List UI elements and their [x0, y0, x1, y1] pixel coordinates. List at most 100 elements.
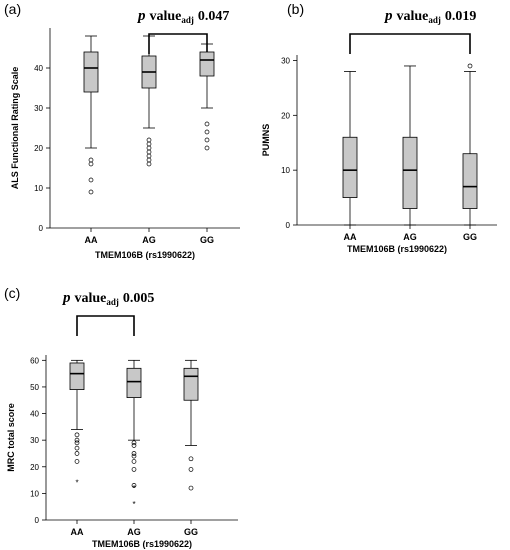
panel-a: (a) p valueadj 0.047 0 10 20 30 40 ALS Functional… [0, 0, 255, 275]
outlier-point [131, 483, 137, 488]
category-label: GG [463, 232, 477, 242]
y-tick-label: 10 [30, 489, 39, 498]
outlier-point [131, 459, 137, 464]
p-value-number: 0.005 [123, 291, 155, 306]
outlier-point [131, 440, 137, 446]
p-value-number: 0.019 [445, 9, 477, 24]
box-gg [462, 63, 478, 226]
significance-bracket [349, 33, 471, 54]
outlier-point [204, 137, 210, 143]
p-symbol: p [136, 8, 146, 24]
adj-subscript: adj [106, 297, 119, 307]
outlier-point [74, 432, 80, 438]
category-label: AG [403, 232, 417, 242]
outlier-point [131, 453, 137, 459]
panel-label: (c) [4, 285, 20, 301]
outlier-point [188, 485, 194, 491]
outlier-point [131, 443, 137, 448]
chart-a-svg: (a) p valueadj 0.047 0 10 20 30 40 ALS Functional… [4, 1, 240, 260]
category-label: GG [200, 235, 214, 245]
outlier-point [146, 153, 152, 159]
y-tick-label: 20 [281, 111, 290, 120]
outlier-point [88, 161, 94, 167]
box-ag [402, 65, 418, 226]
outlier-point [467, 63, 473, 69]
box-aa [342, 71, 358, 226]
iqr-box [462, 153, 478, 209]
panel-label: (b) [287, 1, 304, 17]
y-tick-label: 60 [30, 356, 39, 365]
y-tick-label: 20 [30, 463, 39, 472]
y-tick-label: 30 [281, 56, 290, 65]
chart-b-svg: (b) p valueadj 0.019 0 10 20 30 PUMNS TMEM106B (r… [261, 1, 497, 254]
y-tick-label: 50 [30, 383, 39, 392]
y-tick-label: 10 [281, 166, 290, 175]
outlier-point [146, 157, 152, 163]
extreme-point: * [132, 500, 135, 509]
outlier-point [131, 467, 137, 472]
y-tick-label: 30 [30, 436, 39, 445]
x-axis-label: TMEM106B (rs1990622) [347, 244, 447, 254]
y-tick-label: 20 [34, 144, 43, 153]
iqr-box [199, 51, 215, 77]
p-value-annotation: p valueadj 0.005 [61, 290, 154, 307]
outlier-point [188, 456, 194, 462]
iqr-box [126, 367, 142, 398]
x-axis-label: TMEM106B (rs1990622) [95, 250, 195, 260]
outlier-point [188, 467, 194, 472]
p-symbol: p [61, 290, 71, 306]
p-value-annotation: p valueadj 0.019 [383, 8, 476, 25]
value-word: value [397, 9, 429, 24]
y-tick-label: 40 [34, 64, 43, 73]
y-axis-label: PUMNS [261, 124, 271, 157]
outlier-point [146, 149, 152, 155]
y-axis-label: MRC total score [6, 403, 16, 472]
iqr-box [342, 136, 358, 198]
outlier-point [74, 440, 80, 446]
chart-c-svg: (c) p valueadj 0.005 0 10 20 30 40 50 60 MRC total … [4, 285, 238, 549]
p-symbol: p [383, 8, 393, 24]
significance-bracket [148, 33, 208, 54]
outlier-point [146, 137, 152, 143]
iqr-box [83, 51, 99, 93]
panel-c: (c) p valueadj 0.005 0 10 20 30 40 50 60 MRC total … [0, 275, 255, 550]
outlier-point [74, 459, 80, 464]
outlier-point [88, 177, 94, 183]
outlier-point [146, 145, 152, 151]
category-label: AG [127, 527, 141, 537]
y-tick-label: 40 [30, 410, 39, 419]
box-ag: ** [126, 359, 142, 509]
outlier-point [146, 141, 152, 147]
y-tick-label: 0 [39, 224, 44, 233]
p-value-number: 0.047 [198, 9, 230, 24]
box-aa [83, 35, 99, 195]
outlier-point [146, 161, 152, 167]
y-tick-label: 30 [34, 104, 43, 113]
iqr-box [69, 362, 85, 390]
outlier-point [74, 445, 80, 451]
adj-subscript: adj [428, 15, 441, 25]
adj-subscript: adj [181, 15, 194, 25]
y-axis-label: ALS Functional Rating Scale [10, 67, 20, 190]
outlier-point [88, 157, 94, 163]
outlier-point [131, 451, 137, 456]
box-ag [141, 35, 157, 167]
panel-b: (b) p valueadj 0.019 0 10 20 30 PUMNS TMEM106B (r… [255, 0, 510, 275]
outlier-point [204, 145, 210, 151]
outlier-point [204, 121, 210, 127]
value-word: value [75, 291, 107, 306]
extreme-point: * [75, 479, 78, 488]
outlier-point [88, 189, 94, 195]
value-word: value [150, 9, 182, 24]
outlier-point [204, 129, 210, 135]
p-value-annotation: p valueadj 0.047 [136, 8, 229, 25]
category-label: AA [85, 235, 98, 245]
outlier-point [74, 451, 80, 456]
box-gg [199, 43, 215, 151]
x-axis-label: TMEM106B (rs1990622) [92, 539, 192, 549]
panel-label: (a) [4, 1, 21, 17]
category-label: GG [184, 527, 198, 537]
iqr-box [402, 136, 418, 209]
category-label: AA [344, 232, 357, 242]
y-tick-label: 0 [286, 221, 291, 230]
